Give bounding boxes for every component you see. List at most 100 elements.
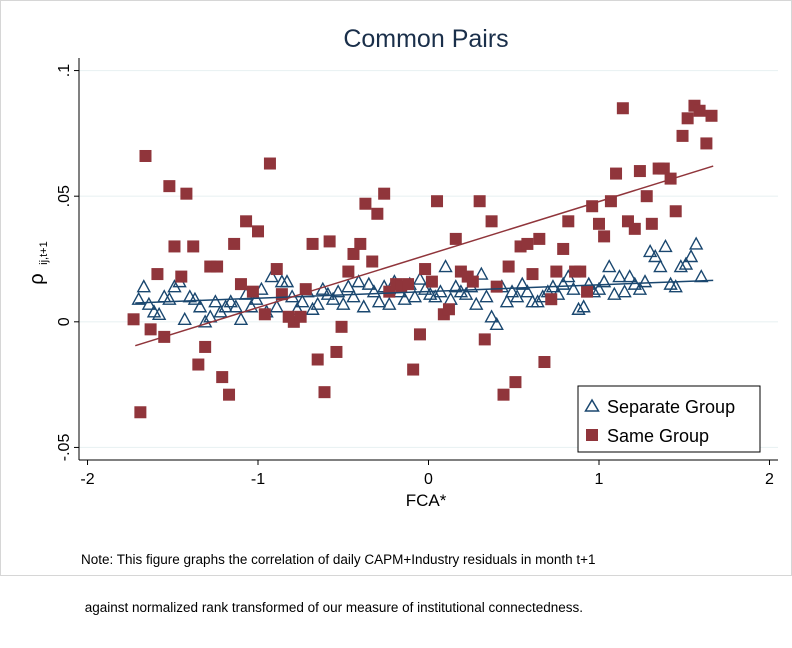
point-separate-group (412, 271, 428, 285)
point-separate-group (591, 281, 607, 295)
point-same-group (371, 207, 384, 220)
legend-square-icon (586, 429, 598, 441)
point-separate-group (223, 294, 238, 308)
point-separate-group (637, 274, 653, 288)
point-separate-group (622, 269, 637, 283)
x-tick-label: 0 (424, 471, 433, 488)
point-same-group (502, 260, 515, 273)
point-same-group (538, 356, 551, 369)
point-separate-group (244, 299, 259, 313)
point-same-group (581, 285, 594, 298)
point-same-group (228, 237, 241, 250)
point-same-group (294, 310, 307, 323)
point-same-group (592, 217, 605, 230)
point-same-group (449, 232, 462, 245)
point-separate-group (653, 259, 668, 273)
grid-layer (79, 69, 778, 449)
point-separate-group (648, 249, 663, 263)
point-same-group (270, 263, 283, 276)
point-same-group (485, 215, 498, 228)
point-separate-group (417, 281, 433, 295)
point-same-group (240, 215, 253, 228)
point-separate-group (407, 289, 423, 303)
x-axis-label: FCA* (406, 491, 447, 510)
point-separate-group (571, 301, 586, 315)
point-same-group (521, 237, 534, 250)
point-same-group (497, 388, 510, 401)
point-same-group (199, 340, 212, 353)
point-separate-group (438, 259, 453, 273)
point-same-group (359, 197, 372, 210)
scatter-chart: .1 .05 0 -.05 -2 -1 0 1 2 Common Pairs FCA* ρ ij… (26, 25, 778, 510)
point-same-group (378, 187, 391, 200)
legend: Separate Group Same Group (577, 385, 761, 453)
point-same-group (127, 313, 140, 326)
point-same-group (533, 232, 546, 245)
point-separate-group (576, 299, 591, 313)
point-same-group (419, 263, 432, 276)
point-same-group (216, 371, 229, 384)
point-same-group (640, 190, 653, 203)
point-separate-group (366, 284, 382, 298)
axes-layer: .1 .05 0 -.05 -2 -1 0 1 2 (56, 58, 778, 488)
point-separate-group (474, 266, 489, 280)
point-same-group (431, 195, 444, 208)
point-same-group (234, 278, 247, 291)
point-same-group (676, 129, 689, 142)
point-separate-group (233, 311, 249, 325)
point-same-group (318, 386, 331, 399)
point-separate-group (397, 291, 412, 305)
point-separate-group (264, 269, 279, 283)
x-tick-label: -2 (80, 471, 94, 488)
point-separate-group (673, 259, 689, 273)
point-separate-group (341, 279, 356, 293)
point-separate-group (515, 276, 530, 290)
x-tick-label: 1 (595, 471, 604, 488)
point-same-group (252, 225, 265, 238)
point-separate-group (208, 294, 223, 308)
point-same-group (645, 217, 658, 230)
point-separate-group (479, 289, 494, 303)
chart-title: Common Pairs (343, 25, 508, 53)
point-same-group (263, 157, 276, 170)
y-tick-label: -.05 (56, 434, 73, 462)
svg-text:ρ ij,t+1: ρ ij,t+1 (26, 241, 50, 284)
point-separate-group (566, 281, 581, 295)
point-separate-group (499, 294, 515, 308)
point-same-group (550, 265, 563, 278)
point-separate-group (509, 289, 525, 303)
point-separate-group (658, 238, 673, 253)
fit-layer (135, 165, 714, 347)
point-same-group (163, 180, 176, 193)
point-same-group (413, 328, 426, 341)
point-separate-group (228, 299, 244, 313)
y-axis-label-main: ρ (26, 273, 48, 284)
note-line-1: Note: This figure graphs the correlation… (81, 552, 596, 567)
point-same-group (347, 247, 360, 260)
point-same-group (610, 167, 623, 180)
point-separate-group (694, 269, 709, 283)
point-same-group (574, 265, 587, 278)
point-same-group (139, 149, 152, 162)
point-same-group (134, 406, 147, 419)
point-same-group (151, 268, 164, 281)
point-same-group (168, 240, 181, 253)
point-same-group (258, 308, 271, 321)
point-separate-group (162, 291, 177, 305)
point-same-group (223, 388, 236, 401)
note-line-2: against normalized rank transformed of o… (81, 600, 584, 615)
y-tick-label: .05 (56, 185, 73, 207)
point-same-group (545, 293, 558, 306)
point-same-group (175, 270, 188, 283)
point-separate-group (612, 269, 627, 283)
point-same-group (700, 137, 713, 150)
point-same-group (616, 102, 629, 115)
point-same-group (342, 265, 355, 278)
point-separate-group (504, 284, 520, 298)
point-same-group (323, 235, 336, 248)
point-same-group (669, 205, 682, 218)
point-separate-group (683, 249, 699, 263)
point-separate-group (269, 299, 284, 313)
point-separate-group (484, 309, 499, 323)
fit-line-separate-group (135, 279, 714, 304)
